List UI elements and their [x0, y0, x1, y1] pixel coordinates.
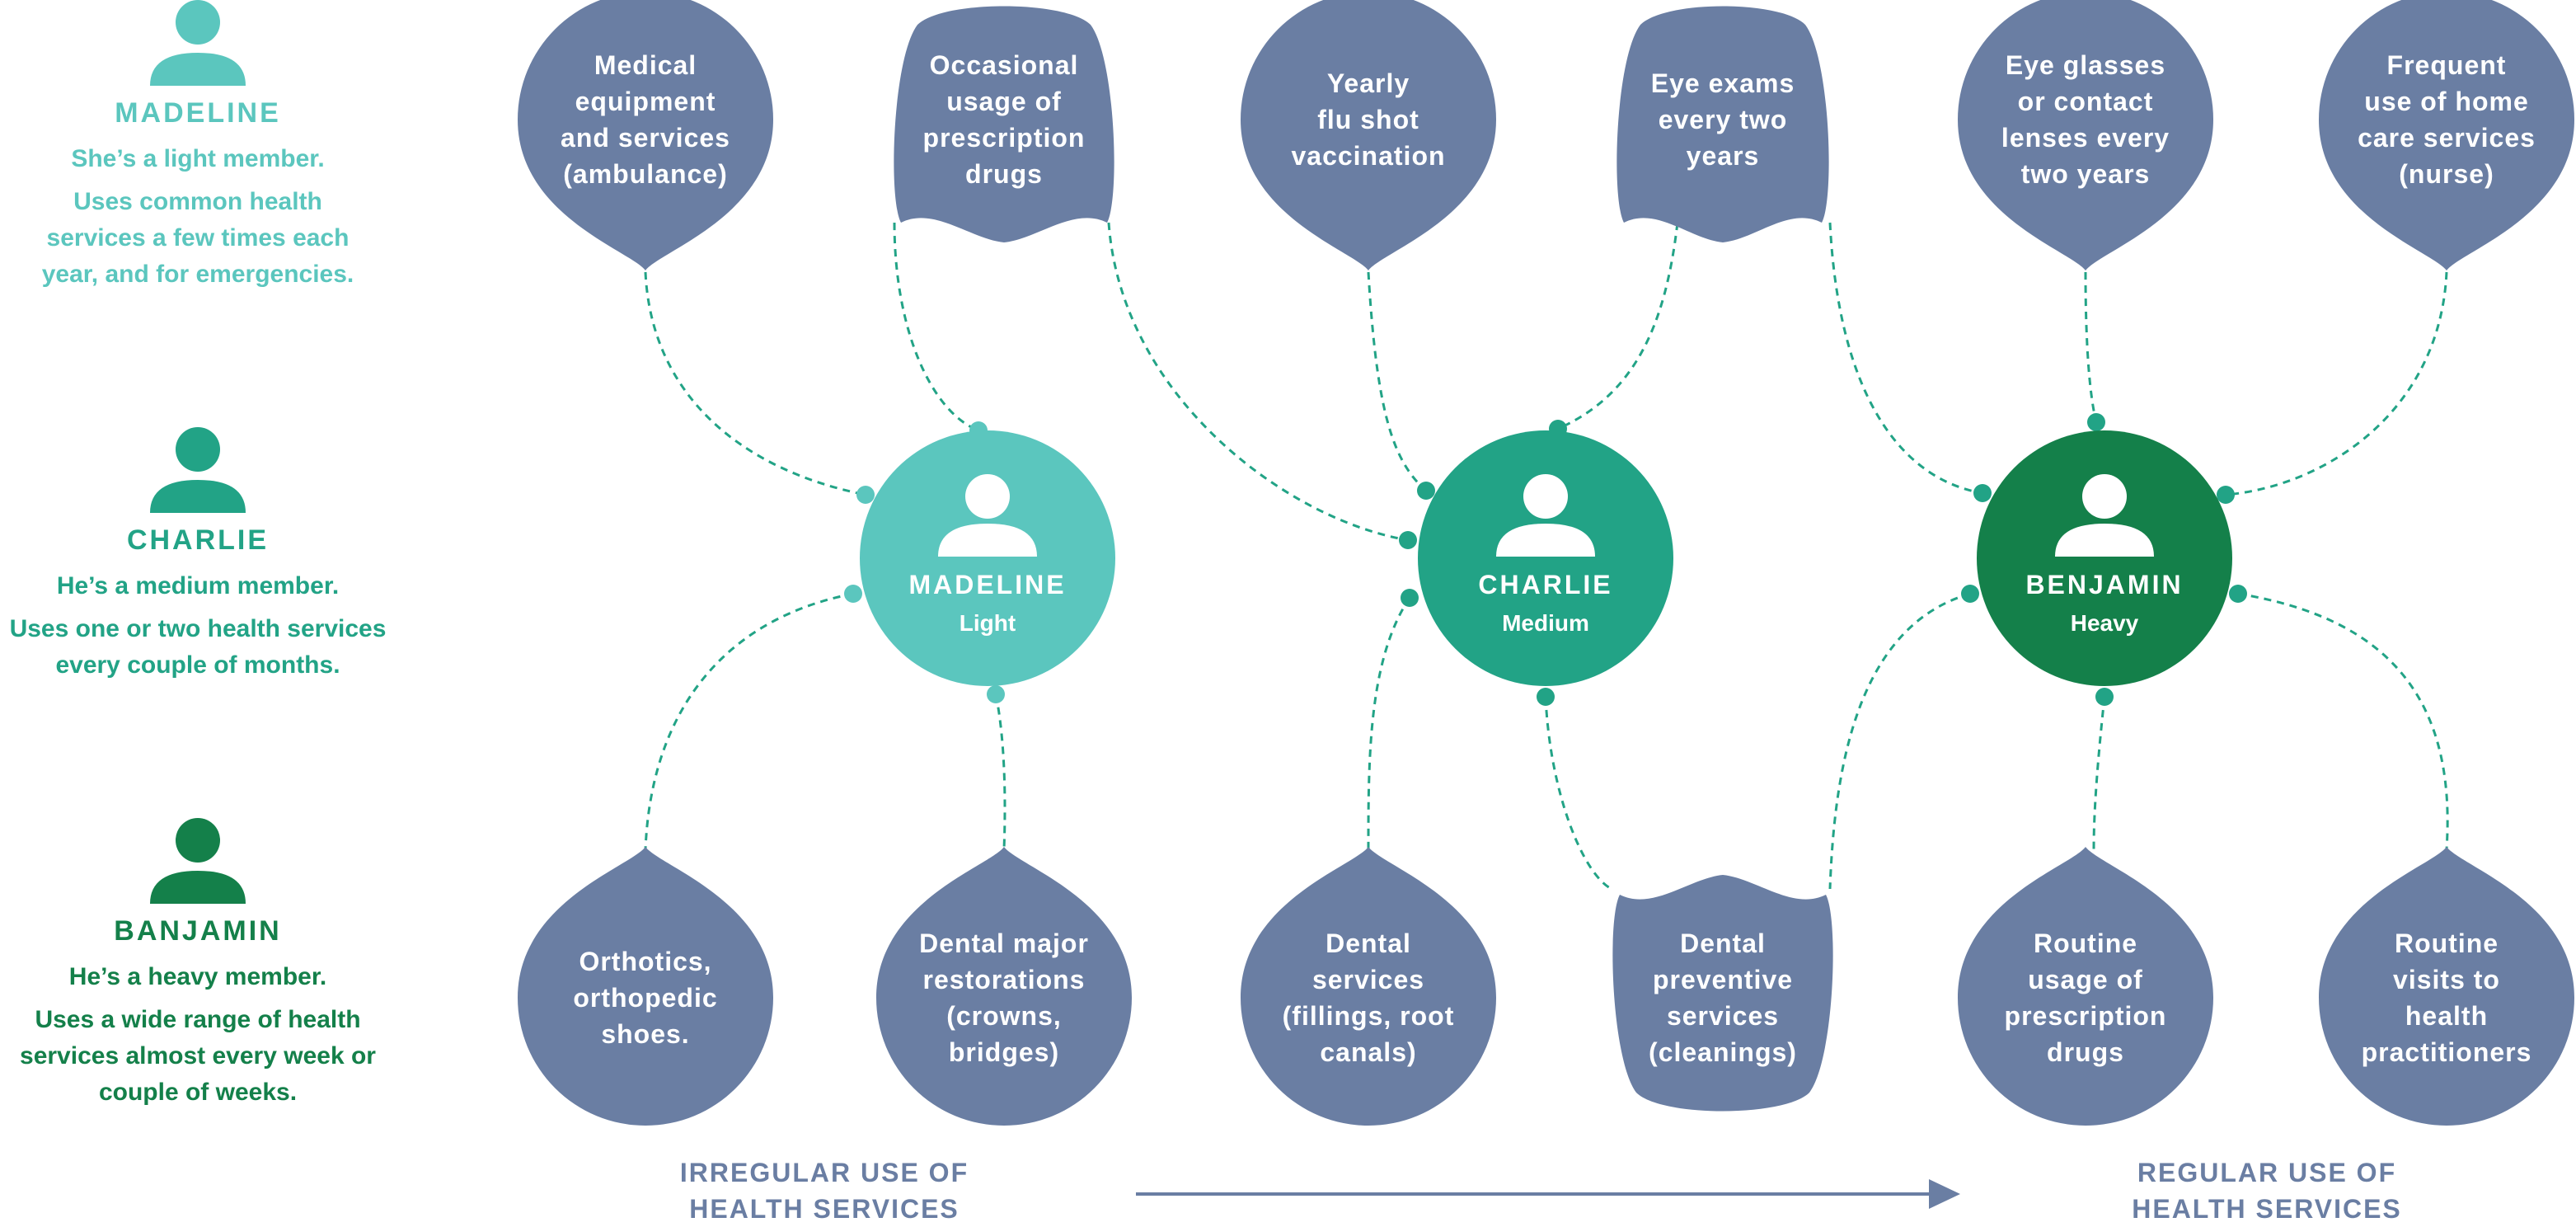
service-bubble: [876, 847, 1132, 1126]
connector-line: [2092, 696, 2106, 850]
service-bubble: [1958, 0, 2213, 270]
service-bubbles: [518, 0, 2574, 1126]
connector-line: [644, 271, 866, 496]
connector-dot: [844, 585, 862, 603]
service-label: Routine visits to health practitioners: [2361, 928, 2532, 1067]
persona-line1: He’s a heavy member.: [68, 963, 327, 990]
connector-dot: [1399, 531, 1417, 549]
persona-banjamin: BANJAMIN He’s a heavy member. Uses a wid…: [0, 818, 396, 1117]
connector-line: [2237, 592, 2449, 850]
hub-label: BENJAMIN Heavy: [1981, 570, 2228, 637]
connector-line: [2084, 271, 2098, 423]
connector-dot: [1537, 688, 1555, 706]
person-icon: [150, 427, 246, 513]
member-hub: [1977, 430, 2232, 686]
connector-line: [1544, 696, 1612, 891]
persona-line2: Uses common health services a few times …: [41, 188, 354, 288]
connector-dot: [2087, 413, 2105, 431]
person-icon-body: [2055, 524, 2154, 557]
connector-line: [1107, 222, 1409, 542]
person-icon: [150, 818, 246, 904]
service-bubble: [1241, 0, 1496, 270]
service-bubble: [894, 6, 1114, 242]
service-label: Dental major restorations (crowns, bridg…: [919, 928, 1089, 1067]
service-label: Medical equipment and services (ambulanc…: [561, 50, 730, 189]
connector-line: [994, 693, 1006, 850]
service-label: Occasional usage of prescription drugs: [922, 50, 1086, 189]
persona-name: MADELINE: [115, 97, 281, 129]
connector-line: [893, 222, 979, 432]
connector-dot: [1973, 484, 1992, 502]
axis-right-line1: REGULAR USE OF: [2137, 1158, 2397, 1187]
arrow-head-icon: [1929, 1179, 1960, 1209]
hub-name: CHARLIE: [1478, 570, 1613, 599]
connector-line: [644, 592, 854, 850]
connector-line: [1828, 592, 1971, 890]
service-bubble: [518, 847, 773, 1126]
persona-madeline: MADELINE She’s a light member. Uses comm…: [0, 0, 396, 299]
axis-left-line2: HEALTH SERVICES: [689, 1194, 960, 1224]
axis-label-irregular: IRREGULAR USE OF HEALTH SERVICES: [659, 1154, 989, 1227]
service-bubble: [1958, 847, 2213, 1126]
hub-level: Heavy: [2070, 610, 2139, 636]
service-bubble: [2319, 847, 2574, 1126]
persona-line2: Uses one or two health services every co…: [9, 615, 387, 679]
service-bubble: [1616, 6, 1829, 242]
service-label: Dental preventive services (cleanings): [1649, 928, 1797, 1067]
person-icon-body: [1496, 524, 1595, 557]
axis-left-line1: IRREGULAR USE OF: [679, 1158, 969, 1187]
hub-name: MADELINE: [908, 570, 1067, 599]
person-icon: [2082, 474, 2127, 519]
connector-lines: [644, 222, 2449, 891]
persona-name: CHARLIE: [126, 524, 270, 556]
member-hub: [860, 430, 1115, 686]
person-icon: [1523, 474, 1568, 519]
connector-dot: [2229, 585, 2247, 603]
hub-label: CHARLIE Medium: [1422, 570, 1669, 637]
service-bubble: [1241, 847, 1496, 1126]
service-label: Orthotics, orthopedic shoes.: [573, 947, 718, 1049]
person-icon: [965, 474, 1010, 519]
persona-line1: He’s a medium member.: [56, 572, 340, 599]
member-hubs: [860, 430, 2232, 686]
service-label: Eye glasses or contact lenses every two …: [2001, 50, 2170, 189]
axis-right-line2: HEALTH SERVICES: [2132, 1194, 2402, 1224]
connector-dot: [1417, 482, 1435, 500]
service-label: Frequent use of home care services (nurs…: [2358, 50, 2536, 189]
connector-dot: [2217, 486, 2235, 504]
connector-dot: [1401, 589, 1419, 607]
connector-line: [1367, 271, 1427, 492]
member-hub: [1418, 430, 1673, 686]
person-icon: [150, 0, 246, 86]
hub-name: BENJAMIN: [2025, 570, 2184, 599]
connector-dot: [2095, 688, 2114, 706]
connector-dot: [856, 486, 875, 504]
hub-level: Medium: [1502, 610, 1589, 636]
persona-line1: She’s a light member.: [71, 145, 325, 172]
persona-line2: Uses a wide range of health services alm…: [20, 1006, 376, 1106]
connector-line: [1828, 222, 1983, 495]
service-label: Yearly flu shot vaccination: [1291, 68, 1446, 171]
axis-label-regular: REGULAR USE OF HEALTH SERVICES: [2102, 1154, 2432, 1227]
person-icon-body: [938, 524, 1037, 557]
service-label: Dental services (fillings, root canals): [1282, 928, 1455, 1067]
hub-label: MADELINE Light: [864, 570, 1111, 637]
service-label: Eye exams every two years: [1650, 68, 1795, 171]
service-label: Routine usage of prescription drugs: [2004, 928, 2167, 1067]
service-bubble: [1612, 875, 1833, 1112]
connector-dot: [987, 685, 1005, 703]
hub-level: Light: [959, 610, 1016, 636]
connector-dot: [1961, 585, 1979, 603]
service-bubble: [2319, 0, 2574, 270]
connector-line: [1557, 222, 1679, 430]
connector-line: [1367, 597, 1411, 850]
persona-charlie: CHARLIE He’s a medium member. Uses one o…: [0, 427, 396, 690]
connector-line: [2225, 271, 2448, 496]
persona-name: BANJAMIN: [114, 915, 282, 947]
usage-axis-arrow: [1136, 1179, 1960, 1209]
service-bubble: [518, 0, 773, 270]
